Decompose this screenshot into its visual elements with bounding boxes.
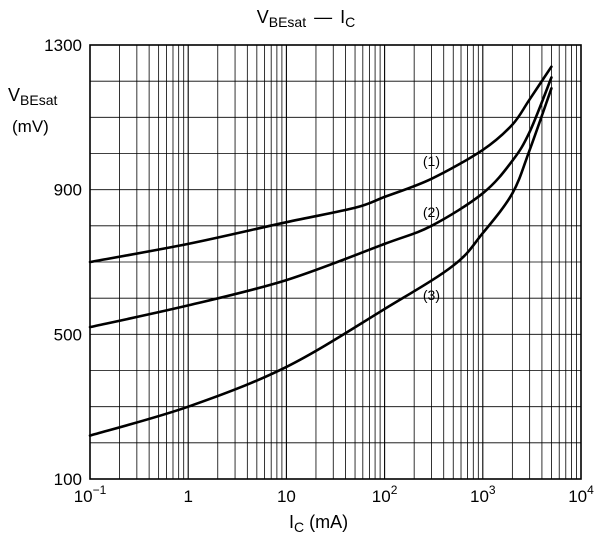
plot-frame (89, 44, 582, 480)
y-axis-label-v: V (8, 85, 20, 105)
x-tick-label: 10 (277, 487, 296, 506)
y-axis-label: VBEsat (8, 85, 57, 108)
grid (90, 45, 581, 479)
y-tick-label: 1300 (44, 36, 82, 55)
y-tick-label: 500 (54, 325, 82, 344)
y-tick-labels: 100 500 900 1300 (44, 36, 82, 489)
series-label-2: (2) (423, 204, 440, 220)
y-axis-label-subscript: BEsat (20, 92, 57, 108)
x-axis-label-unit: (mA) (309, 512, 348, 532)
x-axis-label-i: I (289, 512, 294, 532)
series-line-3 (88, 87, 553, 437)
x-tick-label: 10−1 (74, 483, 107, 506)
x-tick-label: 103 (470, 483, 496, 506)
x-tick-labels: 10−1 1 10 102 103 104 (74, 483, 594, 506)
x-tick-label: 102 (372, 483, 398, 506)
y-tick-label: 900 (54, 181, 82, 200)
series-labels: (1) (2) (3) (423, 153, 440, 303)
title-i: I (340, 7, 345, 27)
chart-title: VBEsat — IC (257, 7, 356, 30)
x-axis-label: IC (mA) (289, 512, 348, 535)
series-line-1 (88, 65, 553, 264)
series-line-2 (88, 76, 553, 329)
series-lines (88, 65, 553, 437)
x-axis-label-subscript: C (294, 519, 304, 535)
series-label-1: (1) (423, 153, 440, 169)
title-i-subscript: C (345, 14, 355, 30)
series-label-3: (3) (423, 287, 440, 303)
y-axis-unit: (mV) (12, 117, 49, 136)
y-tick-label: 100 (54, 470, 82, 489)
x-tick-label: 104 (568, 483, 594, 506)
title-dash: — (314, 7, 332, 27)
x-tick-label: 1 (183, 487, 192, 506)
title-v-subscript: BEsat (269, 14, 306, 30)
title-v: V (257, 7, 269, 27)
